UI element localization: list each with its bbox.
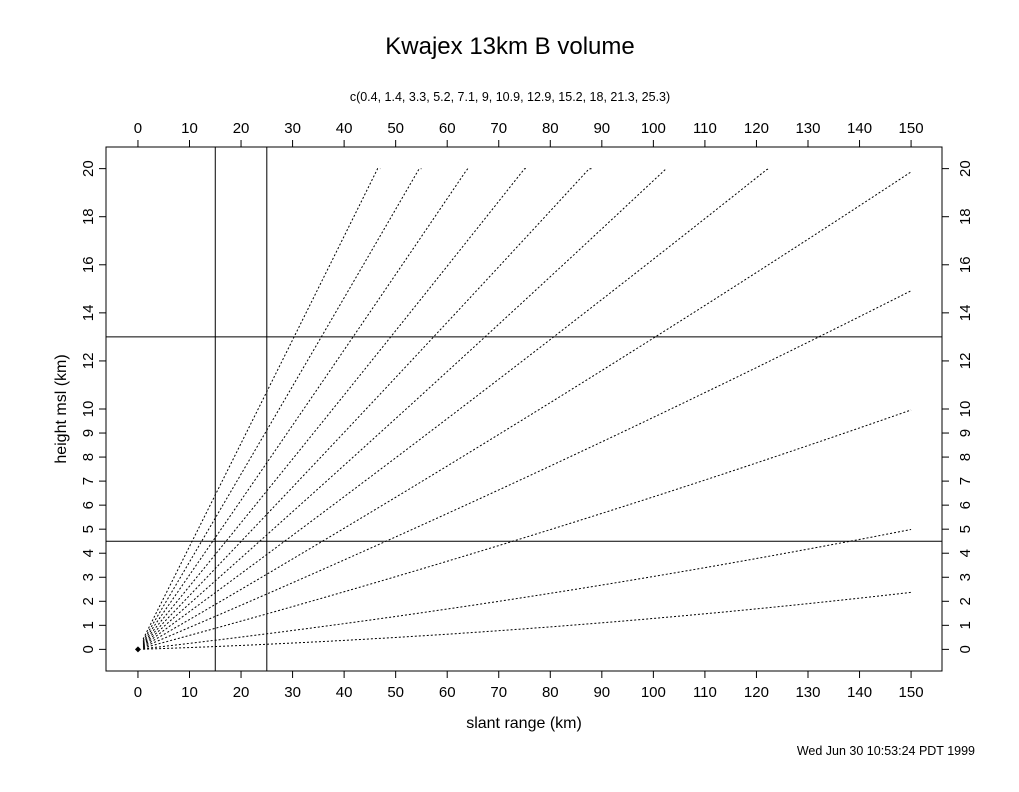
x-tick-label-top: 80 <box>542 120 559 137</box>
x-tick-label-top: 110 <box>693 120 717 137</box>
y-tick-label-left: 7 <box>80 477 97 485</box>
plot-frame <box>105 146 943 672</box>
y-tick-label-left: 3 <box>80 573 97 581</box>
y-axis-label: height msl (km) <box>53 354 70 463</box>
x-tick-label-top: 10 <box>181 120 198 137</box>
x-tick-label-top: 70 <box>490 120 507 137</box>
x-tick-label-bottom: 60 <box>439 684 456 701</box>
y-tick-label-left: 6 <box>80 501 97 509</box>
beam-ray-21.3 <box>142 168 422 641</box>
x-tick-label-top: 90 <box>593 120 610 137</box>
x-tick-label-bottom: 140 <box>847 684 872 701</box>
y-tick-label-left: 20 <box>80 160 97 177</box>
x-tick-label-top: 50 <box>387 120 404 137</box>
x-tick-label-bottom: 150 <box>899 684 924 701</box>
beam-ray-12.9 <box>142 168 592 645</box>
y-tick-label-right: 0 <box>957 645 974 653</box>
x-tick-label-bottom: 10 <box>181 684 198 701</box>
x-tick-label-bottom: 110 <box>693 684 717 701</box>
y-tick-label-right: 8 <box>957 453 974 461</box>
x-tick-label-bottom: 90 <box>593 684 610 701</box>
y-tick-label-right: 18 <box>957 208 974 225</box>
y-tick-label-left: 1 <box>80 621 97 629</box>
y-tick-label-left: 2 <box>80 597 97 605</box>
radar-origin-marker <box>134 646 141 653</box>
beam-ray-7.1 <box>142 171 912 647</box>
x-tick-label-bottom: 0 <box>134 684 142 701</box>
x-tick-label-bottom: 20 <box>233 684 250 701</box>
y-tick-label-right: 6 <box>957 501 974 509</box>
x-tick-label-bottom: 70 <box>490 684 507 701</box>
chart-title: Kwajex 13km B volume <box>385 33 634 60</box>
x-tick-label-top: 0 <box>134 120 142 137</box>
y-tick-label-right: 14 <box>957 305 974 322</box>
x-tick-label-bottom: 100 <box>641 684 666 701</box>
x-tick-label-top: 60 <box>439 120 456 137</box>
timestamp-footer: Wed Jun 30 10:53:24 PDT 1999 <box>797 744 975 758</box>
y-tick-label-right: 9 <box>957 429 974 437</box>
x-tick-label-bottom: 80 <box>542 684 559 701</box>
beam-ray-18 <box>142 168 469 643</box>
y-tick-label-right: 4 <box>957 549 974 557</box>
x-tick-label-bottom: 130 <box>795 684 820 701</box>
y-tick-label-right: 20 <box>957 160 974 177</box>
x-tick-label-top: 20 <box>233 120 250 137</box>
y-tick-label-left: 4 <box>80 549 97 557</box>
beam-ray-3.3 <box>142 409 912 649</box>
y-tick-label-right: 7 <box>957 477 974 485</box>
beam-ray-15.2 <box>142 168 528 644</box>
y-tick-label-right: 10 <box>957 401 974 418</box>
y-tick-label-right: 16 <box>957 256 974 273</box>
y-tick-label-left: 0 <box>80 645 97 653</box>
y-tick-label-left: 8 <box>80 453 97 461</box>
x-tick-label-bottom: 30 <box>284 684 301 701</box>
beam-ray-5.2 <box>142 290 912 648</box>
y-tick-label-left: 9 <box>80 429 97 437</box>
y-tick-label-left: 14 <box>80 305 97 322</box>
y-tick-label-left: 12 <box>80 353 97 370</box>
y-tick-label-left: 18 <box>80 208 97 225</box>
beam-ray-25.3 <box>142 168 381 640</box>
beam-ray-1.4 <box>143 528 912 650</box>
x-tick-label-bottom: 40 <box>336 684 353 701</box>
y-tick-label-right: 5 <box>957 525 974 533</box>
x-tick-label-top: 100 <box>641 120 666 137</box>
beam-ray-0.4 <box>143 591 912 650</box>
x-tick-label-top: 40 <box>336 120 353 137</box>
y-tick-label-left: 5 <box>80 525 97 533</box>
y-tick-label-right: 3 <box>957 573 974 581</box>
x-tick-label-bottom: 120 <box>744 684 769 701</box>
x-tick-label-top: 140 <box>847 120 872 137</box>
y-tick-label-right: 2 <box>957 597 974 605</box>
y-tick-label-left: 10 <box>80 401 97 418</box>
x-tick-label-top: 30 <box>284 120 301 137</box>
x-tick-label-bottom: 50 <box>387 684 404 701</box>
x-tick-label-top: 130 <box>795 120 820 137</box>
x-tick-label-top: 120 <box>744 120 769 137</box>
x-axis-label: slant range (km) <box>466 715 582 732</box>
chart-subtitle: c(0.4, 1.4, 3.3, 5.2, 7.1, 9, 10.9, 12.9… <box>350 90 670 104</box>
x-tick-label-top: 150 <box>899 120 924 137</box>
y-tick-label-right: 12 <box>957 353 974 370</box>
beam-ray-10.9 <box>142 168 667 646</box>
y-tick-label-right: 1 <box>957 621 974 629</box>
y-tick-label-left: 16 <box>80 256 97 273</box>
beam-ray-9 <box>142 168 770 647</box>
